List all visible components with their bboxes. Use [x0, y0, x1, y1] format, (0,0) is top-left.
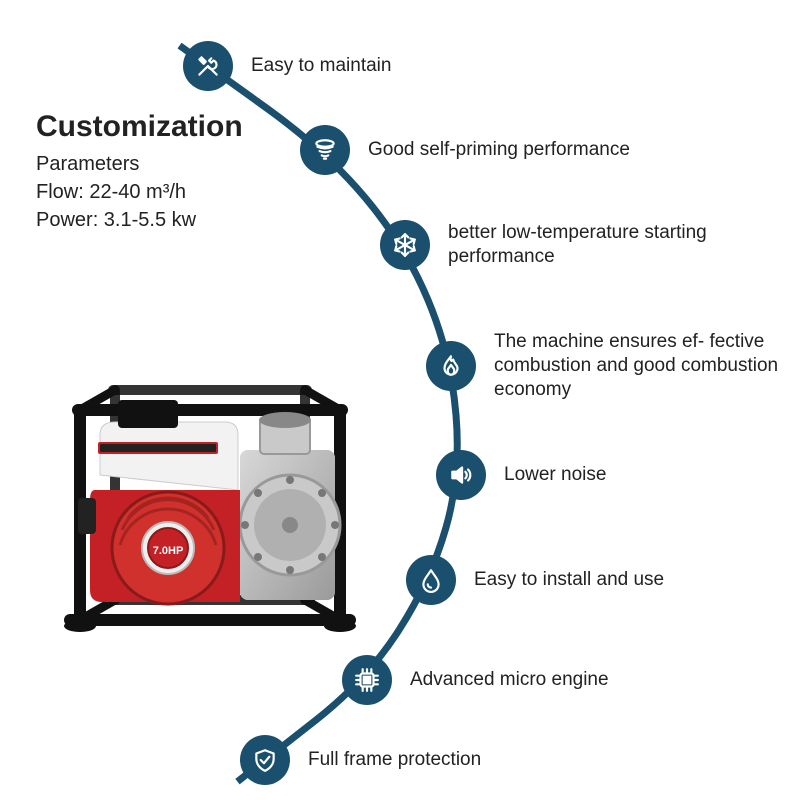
feature-label: Advanced micro engine	[410, 668, 609, 692]
customization-heading: Customization Parameters Flow: 22-40 m³/…	[36, 110, 243, 234]
feature-item: Lower noise	[436, 450, 606, 500]
tornado-icon	[300, 125, 350, 175]
feature-label: Easy to maintain	[251, 54, 391, 78]
droplet-icon	[406, 555, 456, 605]
feature-item: better low-temperature starting performa…	[380, 220, 748, 270]
feature-label: better low-temperature starting performa…	[448, 221, 748, 269]
heading-sub1: Parameters	[36, 150, 243, 178]
product-image: 7.0HP	[40, 340, 380, 640]
heading-title: Customization	[36, 110, 243, 144]
speaker-icon	[436, 450, 486, 500]
snowflake-icon	[380, 220, 430, 270]
heading-sub2: Flow: 22-40 m³/h	[36, 178, 243, 206]
hp-label: 7.0HP	[153, 545, 184, 557]
feature-item: Advanced micro engine	[342, 655, 609, 705]
feature-item: Easy to maintain	[183, 41, 391, 91]
shield-icon	[240, 735, 290, 785]
feature-label: Lower noise	[504, 463, 606, 487]
feature-label: The machine ensures ef- fective combusti…	[494, 330, 794, 401]
feature-label: Full frame protection	[308, 748, 481, 772]
flame-icon	[426, 341, 476, 391]
feature-item: Good self-priming performance	[300, 125, 630, 175]
feature-label: Easy to install and use	[474, 568, 664, 592]
feature-item: The machine ensures ef- fective combusti…	[426, 330, 794, 401]
feature-label: Good self-priming performance	[368, 138, 630, 162]
wrench-screwdriver-icon	[183, 41, 233, 91]
feature-item: Easy to install and use	[406, 555, 664, 605]
feature-item: Full frame protection	[240, 735, 481, 785]
chip-icon	[342, 655, 392, 705]
heading-sub3: Power: 3.1-5.5 kw	[36, 206, 243, 234]
